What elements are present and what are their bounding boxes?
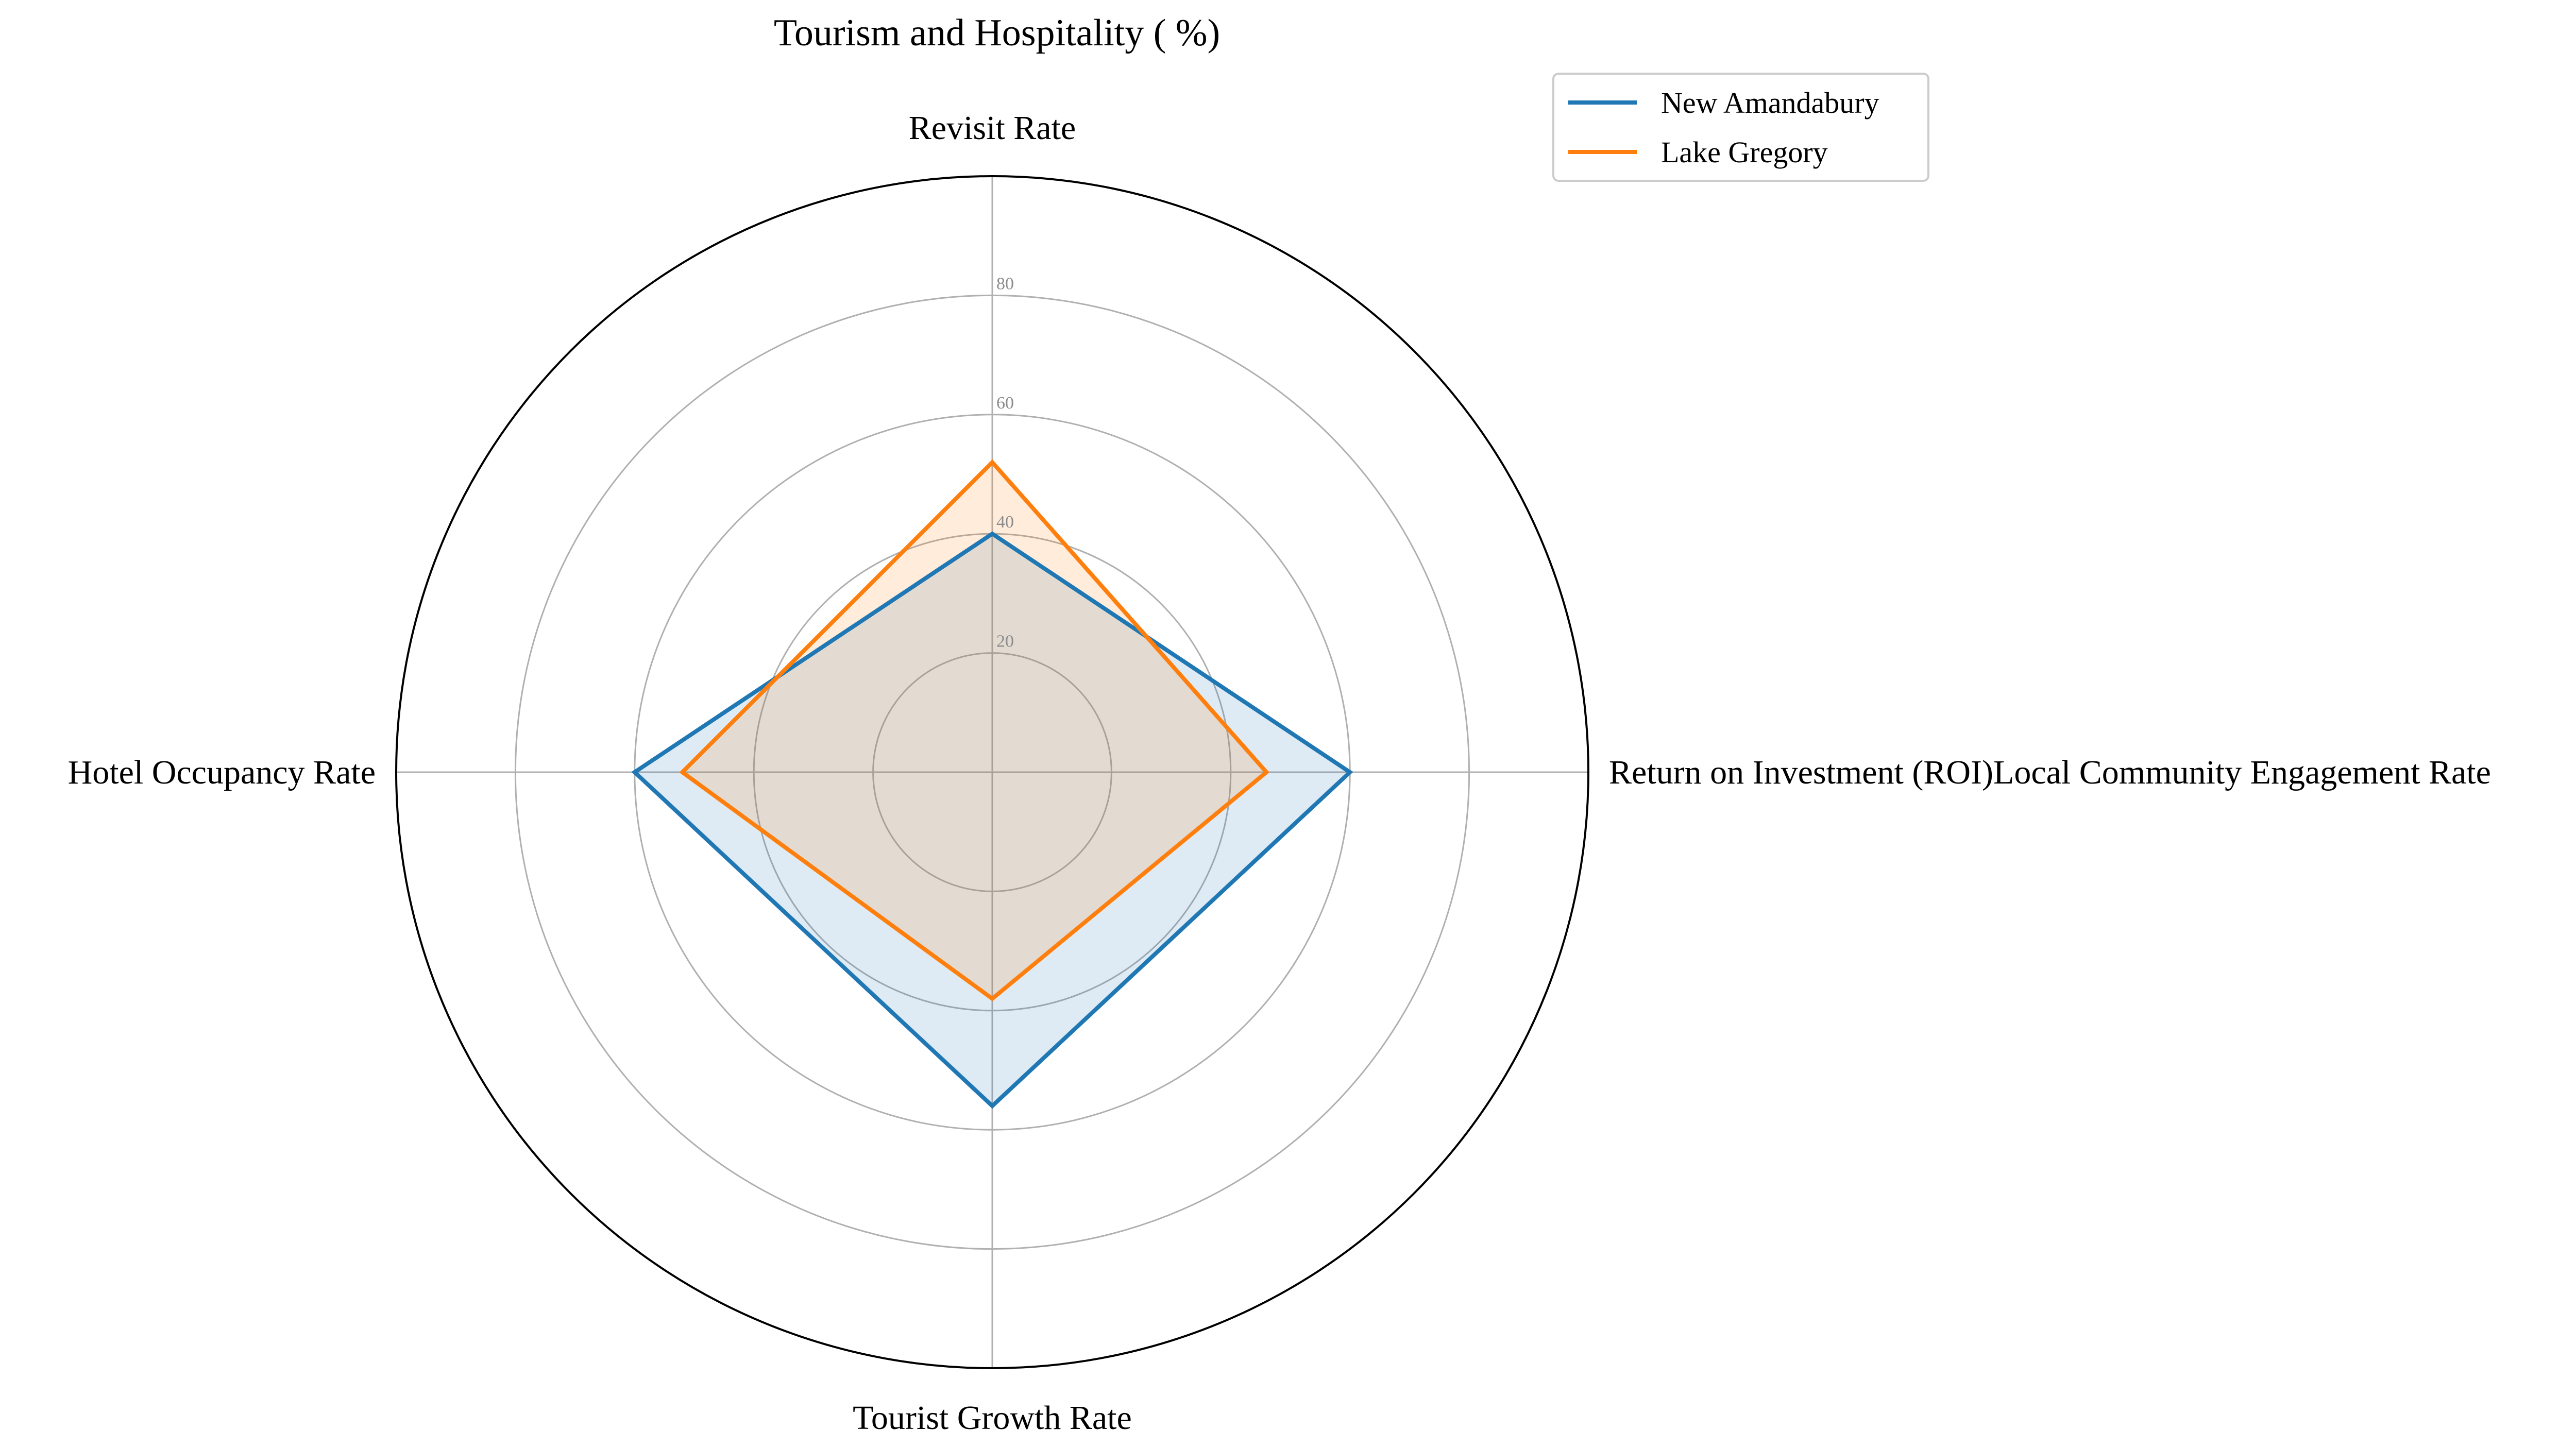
chart-title: Tourism and Hospitality ( %) [774,12,1220,54]
axis-label-revisit-rate: Revisit Rate [909,109,1076,147]
radial-tick-label: 20 [996,632,1014,651]
series-line-lake-gregory [679,459,1269,1001]
legend-frame [1552,73,1929,182]
legend-label-lake-gregory: Lake Gregory [1661,135,1828,169]
radial-tick-label: 40 [996,513,1014,532]
series-line-new-amandabury [631,531,1353,1109]
outer-frame-circle [395,175,1589,1369]
radial-tick-label: 60 [996,394,1014,413]
series-fill-new-amandabury [634,534,1350,1106]
radial-tick-labels: 20 40 60 80 [996,274,1014,651]
axis-label-return-on-investment-roi-local-community-engagement-rate: Return on Investment (ROI)Local Communit… [1609,754,2491,791]
axis-label-hotel-occupancy-rate: Hotel Occupancy Rate [68,754,376,791]
axis-labels: Revisit Rate Return on Investment (ROI)Lo… [68,109,2491,1430]
series-fill-lake-gregory [682,462,1267,999]
radial-tick-label: 80 [996,274,1014,293]
series-lines [631,459,1353,1109]
series-fills [634,462,1350,1106]
legend: New Amandabury Lake Gregory [1552,73,1929,182]
axis-label-tourist-growth-rate: Tourist Growth Rate [853,1399,1132,1430]
legend-label-new-amandabury: New Amandabury [1661,86,1879,120]
